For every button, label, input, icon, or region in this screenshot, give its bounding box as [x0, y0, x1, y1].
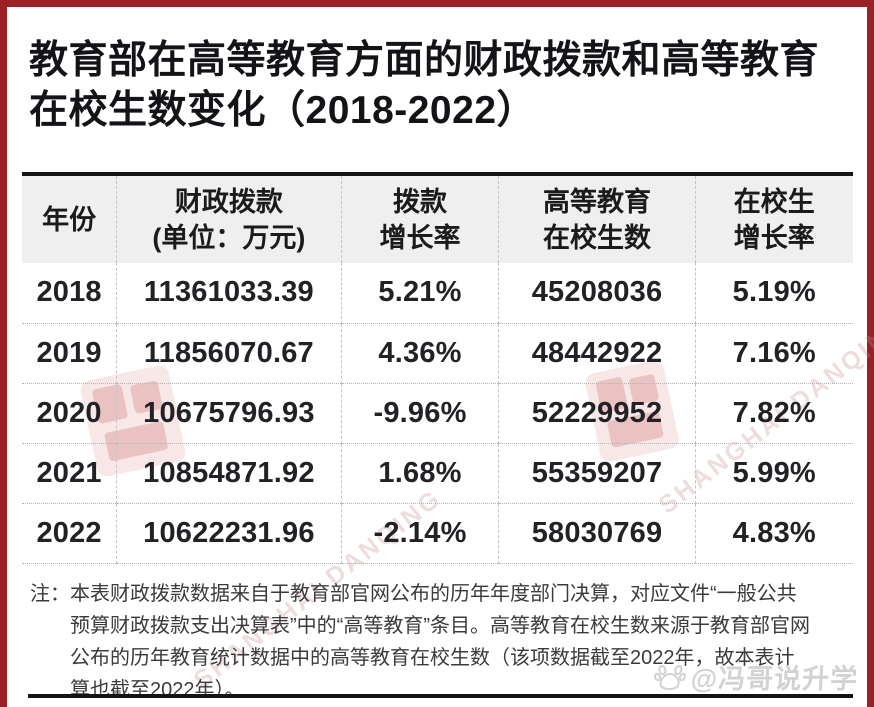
frame-border-left: [0, 0, 7, 707]
cell-year: 2020: [22, 382, 117, 443]
cell-funding: 10675796.93: [116, 382, 342, 443]
cell-year: 2021: [22, 442, 117, 503]
col-header-students: 高等教育 在校生数: [498, 174, 696, 263]
footnote-text: 本表财政拨款数据来自于教育部官网公布的历年年度部门决算，对应文件“一般公共预算财…: [70, 583, 810, 701]
table-body: 2018 11361033.39 5.21% 45208036 5.19% 20…: [22, 263, 853, 564]
table-row: 2019 11856070.67 4.36% 48442922 7.16%: [22, 322, 853, 383]
cell-year: 2018: [36, 276, 102, 309]
table-row: 2021 10854871.92 1.68% 55359207 5.99%: [22, 442, 853, 503]
cell-funding: 11856070.67: [116, 322, 342, 383]
cell-funding-growth: -9.96%: [340, 382, 499, 443]
cell-funding: 10622231.96: [116, 502, 342, 564]
cell-funding-growth: 4.36%: [340, 322, 499, 383]
cell-students-growth: 7.82%: [694, 382, 853, 443]
cell-students: 55359207: [498, 442, 696, 503]
page-title: 教育部在高等教育方面的财政拨款和高等教育 在校生数变化（2018-2022）: [29, 36, 844, 136]
cell-students-growth: 5.99%: [694, 442, 853, 503]
col-header-year: 年份: [22, 174, 117, 263]
page-title-line2: 在校生数变化（2018-2022）: [29, 89, 537, 132]
cell-students-growth: 7.16%: [694, 322, 853, 383]
data-table: 年份 财政拨款 (单位：万元) 拨款 增长率 高等教育 在校生数 在校生: [22, 172, 853, 564]
author-watermark: @冯哥说升学: [653, 657, 859, 696]
frame-border-right: [867, 0, 874, 707]
footnote: 注： 本表财政拨款数据来自于教育部官网公布的历年年度部门决算，对应文件“一般公共…: [30, 578, 835, 706]
paw-icon: [653, 664, 686, 690]
cell-students: 48442922: [498, 322, 696, 383]
cell-funding: 10854871.92: [116, 442, 342, 503]
cell-students: 52229952: [498, 382, 696, 443]
cell-funding: 11361033.39: [116, 263, 342, 323]
cell-students: 58030769: [498, 502, 696, 564]
cell-year: 2019: [22, 322, 117, 383]
cell-funding-growth: -2.14%: [340, 502, 499, 564]
table-row: 2020 10675796.93 -9.96% 52229952 7.82%: [22, 382, 853, 443]
cell-funding-growth: 5.21%: [340, 263, 499, 323]
footnote-label: 注：: [30, 583, 70, 605]
cell-funding-growth: 1.68%: [340, 442, 499, 503]
table-row: 2018 11361033.39 5.21% 45208036 5.19%: [22, 263, 853, 323]
table-row: 2022 10622231.96 -2.14% 58030769 4.83%: [22, 502, 853, 564]
page-title-line1: 教育部在高等教育方面的财政拨款和高等教育: [29, 39, 820, 82]
table-header-row: 年份 财政拨款 (单位：万元) 拨款 增长率 高等教育 在校生数 在校生: [22, 174, 853, 263]
col-header-funding-growth: 拨款 增长率: [340, 174, 499, 263]
col-header-students-growth: 在校生 增长率: [694, 174, 853, 263]
col-header-funding: 财政拨款 (单位：万元): [116, 174, 342, 263]
frame-border-top: [0, 0, 874, 7]
cell-students: 45208036: [498, 263, 696, 323]
author-watermark-text: @冯哥说升学: [689, 664, 859, 694]
cell-year: 2022: [22, 502, 117, 564]
table-bottom-rule: [28, 694, 853, 698]
cell-students-growth: 4.83%: [694, 502, 853, 564]
table-header: 年份 财政拨款 (单位：万元) 拨款 增长率 高等教育 在校生数 在校生: [22, 174, 853, 263]
cell-students-growth: 5.19%: [694, 263, 853, 323]
